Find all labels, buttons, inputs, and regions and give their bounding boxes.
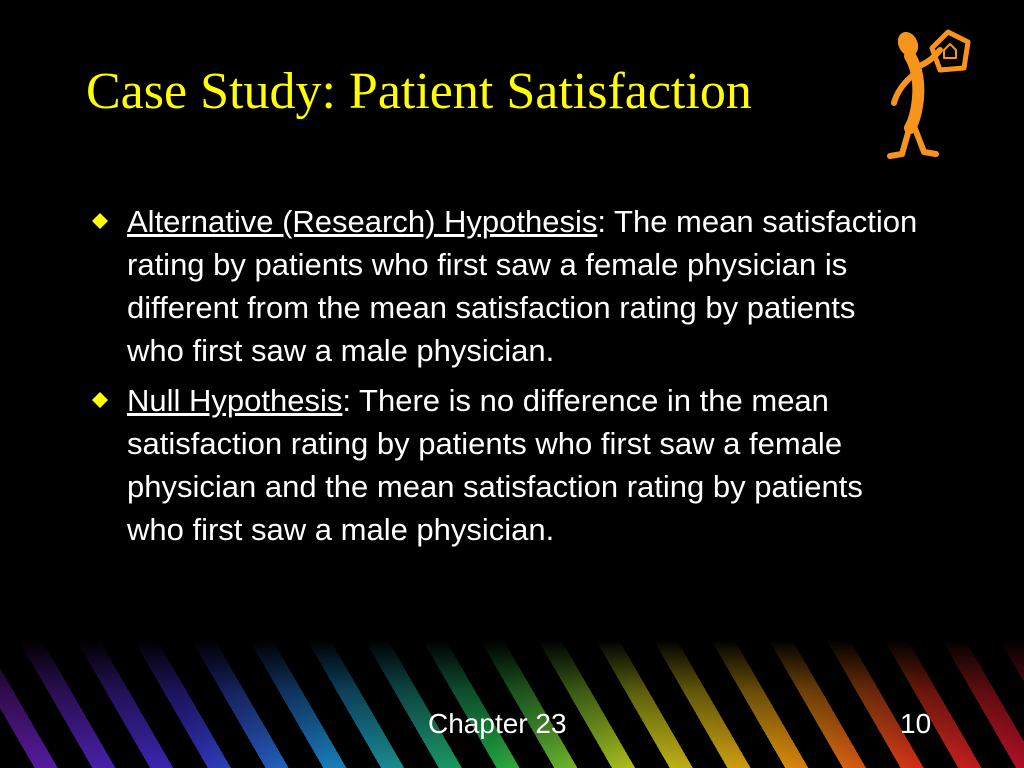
footer-chapter: Chapter 23 — [428, 708, 567, 739]
bullet-list: Alternative (Research) Hypothesis: The m… — [90, 200, 920, 558]
bullet-diamond — [92, 392, 108, 408]
bullet-item: Null Hypothesis: There is no difference … — [90, 379, 920, 551]
bullet-text: : The mean satisfaction rating by patien… — [127, 204, 918, 368]
bullet-item: Alternative (Research) Hypothesis: The m… — [90, 200, 920, 372]
slide-title: Case Study: Patient Satisfaction — [86, 63, 752, 120]
bullet-term: Alternative (Research) Hypothesis — [127, 204, 598, 239]
clipart-figure — [887, 29, 971, 159]
bullet-term: Null Hypothesis — [127, 383, 343, 418]
bullet-text: : There is no difference in the mean sat… — [127, 383, 863, 547]
footer-page-number: 10 — [900, 708, 932, 739]
bullet-diamond — [92, 213, 108, 229]
band-stripes — [0, 640, 1024, 768]
